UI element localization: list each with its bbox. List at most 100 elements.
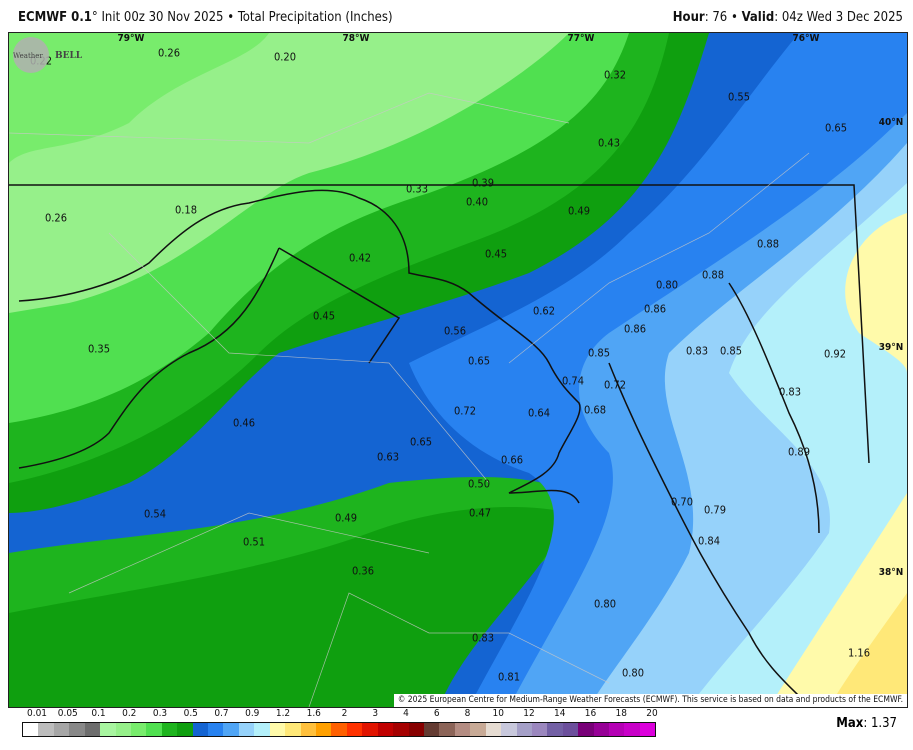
field-yellow-2: [829, 593, 907, 707]
precip-value-label: 0.89: [787, 445, 811, 459]
color-swatch: [192, 723, 209, 736]
legend-tick-label: 12: [523, 708, 535, 719]
color-scale-bar: [22, 722, 656, 737]
color-swatch: [100, 723, 116, 736]
precip-value-label: 1.16: [847, 646, 871, 660]
color-swatch: [624, 723, 640, 736]
precip-value-label: 0.45: [312, 309, 336, 323]
precip-value-label: 0.33: [405, 182, 429, 196]
precip-value-label: 0.54: [143, 507, 167, 521]
precip-value-label: 0.72: [603, 378, 627, 392]
precip-value-label: 0.46: [232, 416, 256, 430]
precip-value-label: 0.80: [593, 597, 617, 611]
color-swatch: [38, 723, 54, 736]
hour-value: : 76 •: [704, 10, 742, 25]
legend-tick-label: 2: [341, 708, 348, 719]
precip-value-label: 0.65: [824, 121, 848, 135]
color-swatch: [177, 723, 193, 736]
precip-value-label: 0.26: [44, 211, 68, 225]
precip-value-label: 0.92: [823, 347, 847, 361]
precip-value-label: 0.86: [643, 302, 667, 316]
county-lines: [9, 92, 810, 707]
precip-value-label: 0.63: [376, 450, 400, 464]
precip-value-label: 0.20: [273, 50, 297, 64]
color-swatch: [53, 723, 70, 736]
precip-value-label: 0.51: [242, 535, 266, 549]
legend-tick-label: 0.01: [26, 708, 48, 719]
precip-value-label: 0.86: [623, 322, 647, 336]
field-yellow-north: [845, 213, 907, 373]
lat-label-40n: 40°N: [878, 117, 904, 128]
precip-value-label: 0.45: [484, 247, 508, 261]
precip-value-label: 0.81: [497, 670, 521, 684]
model-name: ECMWF 0.1: [18, 10, 92, 25]
color-swatch: [423, 723, 440, 736]
precip-value-label: 0.35: [87, 342, 111, 356]
precip-value-label: 0.72: [453, 404, 477, 418]
precip-value-label: 0.80: [655, 278, 679, 292]
precip-value-label: 0.84: [697, 534, 721, 548]
legend-tick-label: 0.5: [183, 708, 198, 719]
field-darkgreen-south: [9, 507, 569, 707]
color-swatch: [578, 723, 594, 736]
color-swatch: [393, 723, 409, 736]
state-borders: [9, 184, 870, 707]
precip-value-label: 0.80: [621, 666, 645, 680]
precip-value-label: 0.62: [532, 304, 556, 318]
precip-value-label: 0.18: [174, 203, 198, 217]
precip-value-label: 0.88: [756, 237, 780, 251]
color-swatch: [377, 723, 394, 736]
legend-tick-label: 0.2: [122, 708, 137, 719]
color-swatch: [562, 723, 579, 736]
map-fields: [9, 33, 907, 707]
precip-value-label: 0.56: [443, 324, 467, 338]
color-swatch: [470, 723, 486, 736]
color-swatch: [115, 723, 131, 736]
color-swatch: [300, 723, 317, 736]
color-swatch: [408, 723, 424, 736]
precip-value-label: 0.39: [471, 176, 495, 190]
color-swatch: [254, 723, 270, 736]
legend-tick-label: 20: [646, 708, 658, 719]
color-swatch: [223, 723, 239, 736]
field-green-1: [9, 33, 269, 163]
precip-value-label: 0.47: [468, 506, 492, 520]
weatherbell-logo: Weather BELL: [13, 37, 83, 73]
lon-label-76w: 76°W: [792, 33, 820, 44]
max-label: Max: [836, 716, 864, 731]
precip-value-label: 0.26: [157, 46, 181, 60]
degree-symbol: °: [91, 10, 98, 25]
legend-tick-label: 0.9: [245, 708, 260, 719]
color-swatch: [362, 723, 378, 736]
color-swatch: [454, 723, 471, 736]
color-swatch: [69, 723, 85, 736]
precip-value-label: 0.36: [351, 564, 375, 578]
svg-text:Weather: Weather: [13, 52, 43, 60]
max-value: Max: 1.37: [836, 716, 897, 731]
color-swatch: [161, 723, 178, 736]
precipitation-map: 0.220.260.200.320.550.650.430.330.390.40…: [8, 32, 908, 708]
lon-label-78w: 78°W: [342, 33, 370, 44]
color-swatch: [516, 723, 532, 736]
legend-tick-label: 14: [554, 708, 566, 719]
precip-value-label: 0.64: [527, 406, 551, 420]
color-swatch: [609, 723, 625, 736]
color-swatch: [269, 723, 286, 736]
precip-value-label: 0.49: [567, 204, 591, 218]
copyright-credit: © 2025 European Centre for Medium-Range …: [393, 694, 907, 707]
color-swatch: [485, 723, 502, 736]
color-swatch: [331, 723, 347, 736]
legend-tick-label: 10: [492, 708, 504, 719]
precip-value-label: 0.49: [334, 511, 358, 525]
valid-label: Valid: [741, 10, 775, 25]
precip-value-label: 0.55: [727, 90, 751, 104]
color-swatch: [531, 723, 548, 736]
color-swatch: [501, 723, 517, 736]
valid-time: Hour: 76 • Valid: 04z Wed 3 Dec 2025: [673, 10, 903, 25]
precip-value-label: 0.83: [685, 344, 709, 358]
lat-label-39n: 39°N: [878, 342, 904, 353]
legend-tick-label: 0.05: [57, 708, 78, 719]
color-swatch: [146, 723, 162, 736]
color-swatch: [316, 723, 332, 736]
color-swatch: [238, 723, 255, 736]
